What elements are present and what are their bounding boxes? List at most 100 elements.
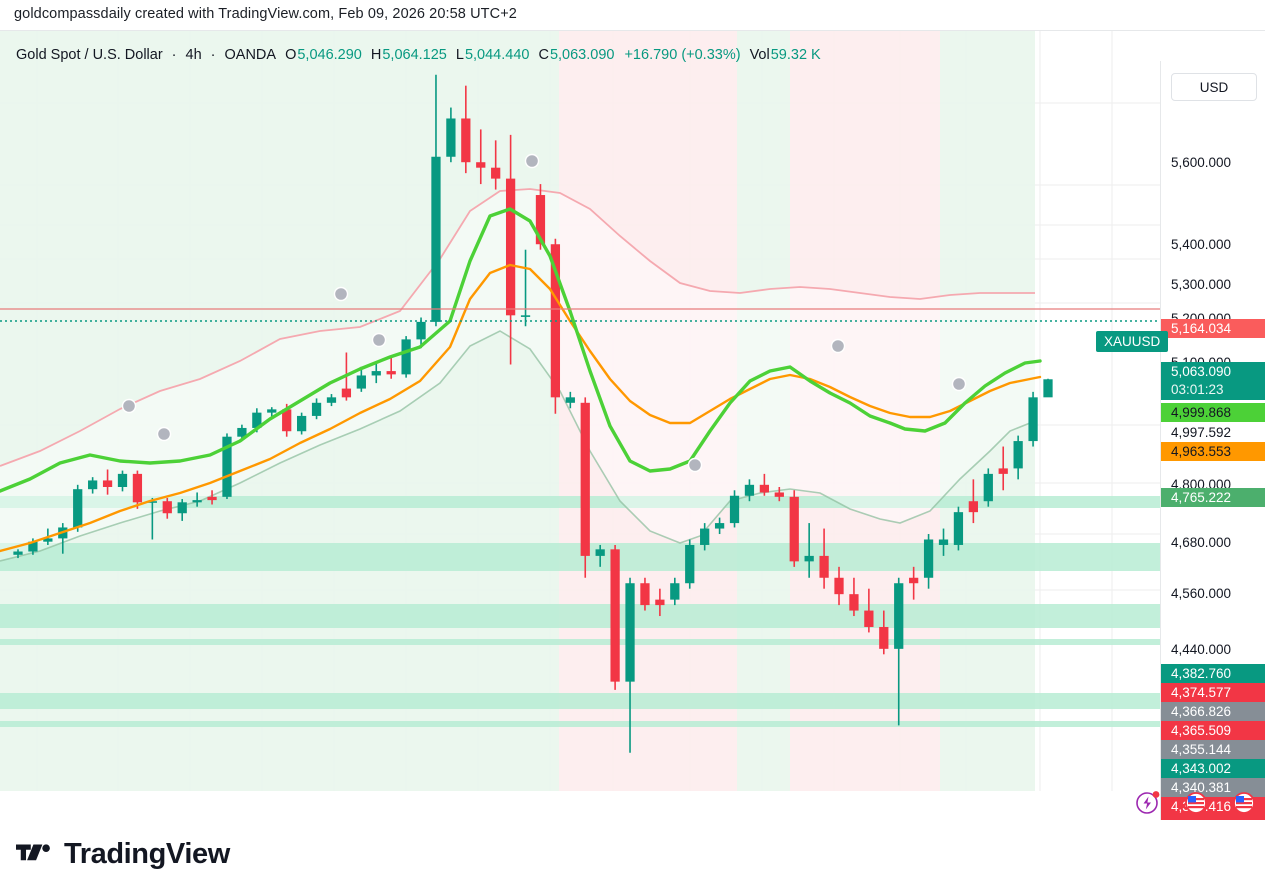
candle-body bbox=[580, 402, 590, 556]
currency-selector[interactable]: USD bbox=[1171, 73, 1257, 101]
legend-symbol[interactable]: Gold Spot / U.S. Dollar bbox=[16, 47, 163, 63]
price-tick-6: 4,680.000 bbox=[1171, 535, 1232, 550]
legend-interval[interactable]: 4h bbox=[185, 47, 202, 63]
candle-body bbox=[117, 473, 128, 487]
candle-body bbox=[968, 501, 978, 513]
ma-slow-price-label[interactable]: 4,963.553 bbox=[1161, 442, 1265, 461]
us-flag-session-icon-1[interactable] bbox=[1183, 789, 1209, 815]
candle-body bbox=[476, 162, 486, 168]
candle-body bbox=[894, 583, 904, 649]
candle-body bbox=[714, 523, 725, 529]
us-flag-session-icon-2[interactable] bbox=[1231, 789, 1257, 815]
resistance-price-label[interactable]: 5,164.034 bbox=[1161, 319, 1265, 338]
price-tick-1: 5,400.000 bbox=[1171, 237, 1232, 252]
candle-body bbox=[610, 549, 620, 682]
signal-dot-7[interactable] bbox=[951, 376, 967, 392]
candle-body bbox=[326, 397, 337, 403]
signal-dot-0[interactable] bbox=[121, 398, 137, 414]
candle-body bbox=[431, 156, 441, 322]
support-price-label-1[interactable]: 4,382.760 bbox=[1161, 664, 1265, 683]
price-tick-7: 4,560.000 bbox=[1171, 586, 1232, 601]
chart-plot-area[interactable] bbox=[0, 31, 1160, 791]
candlestick-plot-svg bbox=[0, 31, 1160, 791]
candle-body bbox=[505, 178, 516, 316]
candle-body bbox=[147, 501, 157, 503]
candle-body bbox=[73, 489, 83, 528]
price-tick-0: 5,600.000 bbox=[1171, 155, 1232, 170]
candle-body bbox=[923, 539, 934, 578]
envelope-band-fill bbox=[0, 189, 1035, 561]
candle-body bbox=[207, 496, 217, 501]
candle-body bbox=[520, 315, 531, 317]
support-band-1 bbox=[0, 543, 1160, 571]
legend-exchange: OANDA bbox=[224, 47, 277, 63]
candle-body bbox=[670, 583, 680, 600]
envelope-upper-line bbox=[0, 188, 1035, 467]
candle-body bbox=[535, 195, 546, 245]
legend-close-label: C bbox=[538, 47, 549, 63]
candle-body bbox=[88, 480, 98, 490]
series-symbol-tag[interactable]: XAUUSD bbox=[1096, 331, 1169, 352]
legend-open-value: 5,046.290 bbox=[297, 47, 362, 63]
candle-body bbox=[311, 402, 322, 416]
legend-high-label: H bbox=[370, 47, 382, 63]
plain-price-label[interactable]: 4,997.592 bbox=[1161, 423, 1265, 442]
replay-lightning-icon[interactable] bbox=[1135, 789, 1161, 815]
candle-body bbox=[132, 473, 143, 503]
candle-body bbox=[849, 594, 859, 611]
candle-body bbox=[267, 409, 277, 413]
support-band-3 bbox=[0, 639, 1160, 645]
support-band-2 bbox=[0, 604, 1160, 628]
support-price-label-6[interactable]: 4,343.002 bbox=[1161, 759, 1265, 778]
candle-body bbox=[252, 412, 262, 428]
ma-slow-line bbox=[0, 263, 1042, 553]
candle-body bbox=[491, 167, 501, 179]
candle-body bbox=[655, 599, 665, 606]
signal-dot-4[interactable] bbox=[524, 153, 540, 169]
support-price-label-4[interactable]: 4,365.509 bbox=[1161, 721, 1265, 740]
candle-body bbox=[789, 496, 799, 562]
legend-low-label: L bbox=[455, 47, 464, 63]
candle-body bbox=[983, 473, 993, 502]
price-scale[interactable]: USD 5,600.0005,400.0005,300.0005,200.000… bbox=[1160, 61, 1265, 851]
ma-fast-price-label[interactable]: 4,999.868 bbox=[1161, 403, 1265, 422]
series-symbol-tag-label: XAUUSD bbox=[1104, 334, 1161, 349]
tradingview-wordmark: TradingView bbox=[64, 838, 230, 870]
support-band-0 bbox=[0, 496, 1160, 508]
candle-body bbox=[819, 555, 829, 578]
signal-dot-3[interactable] bbox=[371, 332, 387, 348]
legend-low-value: 5,044.440 bbox=[464, 47, 530, 63]
candle-body bbox=[371, 371, 381, 376]
legend-separator-1: · bbox=[171, 47, 177, 63]
band-lower-price-label[interactable]: 4,765.222 bbox=[1161, 488, 1265, 507]
candle-body bbox=[162, 501, 172, 514]
legend-close-value: 5,063.090 bbox=[549, 47, 615, 63]
support-price-label-3[interactable]: 4,366.826 bbox=[1161, 702, 1265, 721]
legend-high-value: 5,064.125 bbox=[382, 47, 447, 63]
candle-body bbox=[700, 528, 710, 545]
signal-dot-1[interactable] bbox=[156, 426, 172, 442]
signal-dot-6[interactable] bbox=[830, 338, 846, 354]
candle-body bbox=[909, 577, 919, 584]
support-price-label-5[interactable]: 4,355.144 bbox=[1161, 740, 1265, 759]
candle-body bbox=[1043, 379, 1053, 398]
candle-body bbox=[416, 321, 426, 340]
candle-body bbox=[222, 436, 232, 497]
trend-zone-2 bbox=[737, 31, 790, 791]
signal-dot-5[interactable] bbox=[687, 457, 703, 473]
tradingview-mark-icon bbox=[16, 843, 50, 860]
candle-body bbox=[685, 544, 695, 584]
chart-legend: Gold Spot / U.S. Dollar · 4h · OANDA O5,046.2… bbox=[16, 47, 821, 63]
signal-dot-2[interactable] bbox=[333, 286, 349, 302]
candle-body bbox=[1013, 441, 1023, 469]
support-price-label-2[interactable]: 4,374.577 bbox=[1161, 683, 1265, 702]
candle-body bbox=[28, 541, 38, 552]
support-price-label-7[interactable]: 4,340.381 bbox=[1161, 778, 1265, 797]
price-tick-2: 5,300.000 bbox=[1171, 277, 1232, 292]
candle-body bbox=[341, 388, 352, 398]
last-price-countdown-label-countdown: 03:01:23 bbox=[1171, 382, 1224, 397]
candle-body bbox=[759, 484, 770, 493]
candle-body bbox=[774, 492, 784, 497]
last-price-countdown-label[interactable]: 5,063.090 03:01:23 bbox=[1161, 362, 1265, 400]
